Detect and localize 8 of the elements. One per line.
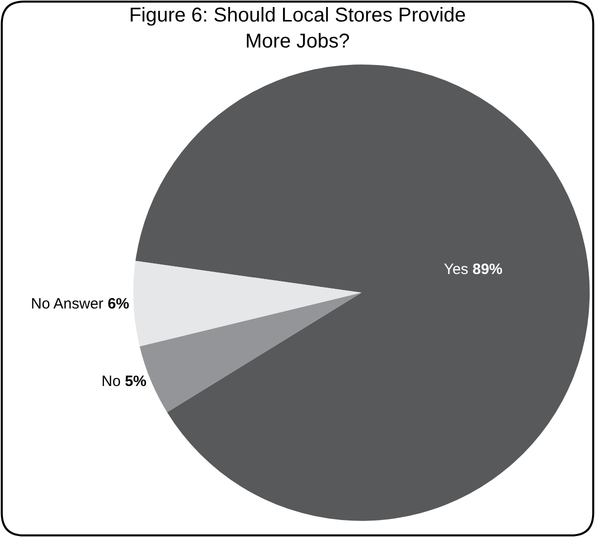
pie-slice	[133, 260, 362, 346]
data-label: 5%	[124, 373, 147, 390]
chart-title: Figure 6: Should Local Stores Provide More Jobs?	[129, 4, 466, 52]
slice-label: No	[101, 373, 121, 390]
slice-label: Yes	[444, 260, 468, 278]
slice-label: No Answer	[30, 295, 104, 312]
data-label: 89%	[472, 260, 502, 278]
data-label: 6%	[108, 295, 130, 312]
